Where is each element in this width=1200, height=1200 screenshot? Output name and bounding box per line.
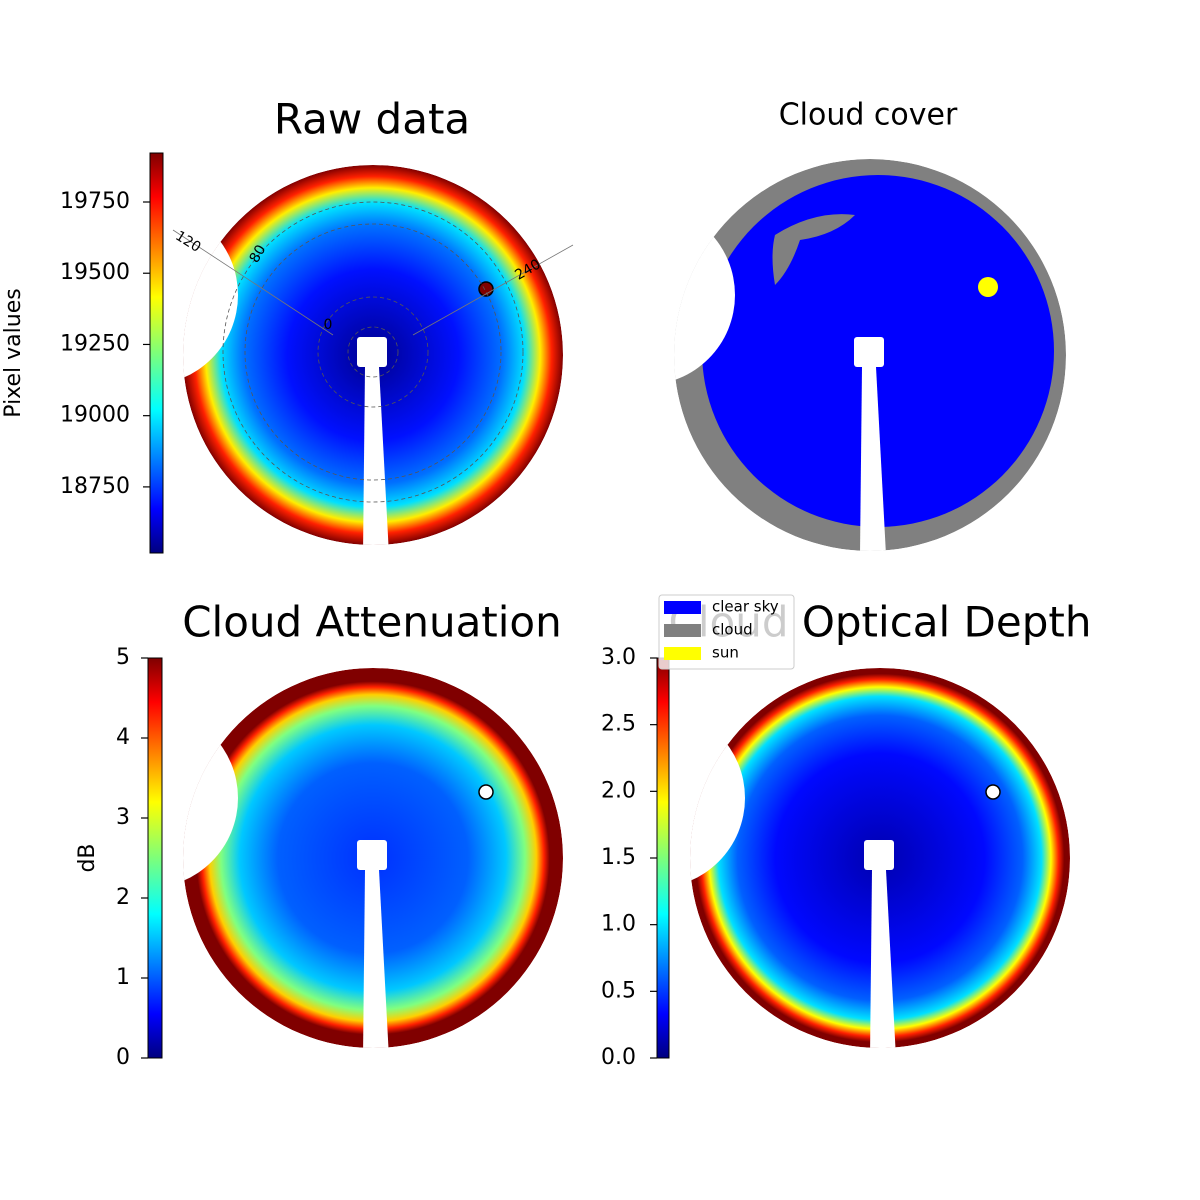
tick-label: 19000: [60, 403, 130, 428]
legend-label: clear sky: [712, 598, 779, 616]
polar-ray: [412, 244, 574, 336]
mast: [363, 367, 389, 545]
polar-circle: [222, 201, 524, 503]
mast-top: [357, 337, 387, 367]
cloud-patch: [772, 214, 855, 285]
polar-label: 80: [247, 242, 270, 265]
sun-spot: [985, 784, 1001, 800]
polar-ray: [172, 229, 334, 336]
polar-circle: [244, 223, 502, 481]
sky-image: [690, 668, 1070, 1048]
polar-circle: [347, 326, 399, 378]
horizon-bite: [183, 205, 238, 385]
horizon-bite: [690, 708, 745, 888]
colorbar-label: dB: [75, 843, 100, 872]
sky-image: [674, 159, 1066, 551]
tick-label: 3.0: [601, 645, 636, 670]
panel-title: Raw data: [274, 95, 470, 144]
polar-grid: [172, 201, 574, 503]
tick-label: 18750: [60, 474, 130, 499]
tick-label: 0.5: [601, 978, 636, 1003]
panel-title: Cloud cover: [779, 98, 958, 133]
mast: [363, 870, 389, 1048]
legend-label: sun: [712, 644, 739, 662]
tick-label: 2.0: [601, 778, 636, 803]
mast: [870, 870, 896, 1048]
sky-image: [183, 668, 563, 1048]
colorbar: [656, 657, 670, 1059]
tick-label: 1: [116, 965, 130, 990]
tick-label: 0.0: [601, 1045, 636, 1070]
legend-patch: [664, 647, 701, 660]
tick-label: 3: [116, 805, 130, 830]
tick-label: 4: [116, 725, 130, 750]
legend-patch: [664, 601, 701, 614]
tick-label: 19250: [60, 331, 130, 356]
colorbar: [149, 152, 164, 554]
sun-disk: [978, 277, 998, 297]
sun-spot: [478, 281, 494, 297]
tick-label: 19500: [60, 260, 130, 285]
mast: [860, 367, 886, 551]
sky-image: [183, 165, 563, 545]
horizon-bite: [674, 205, 735, 385]
mast-top: [854, 337, 884, 367]
polar-label: 0: [324, 317, 333, 333]
panel-title: Cloud Attenuation: [182, 598, 562, 647]
polar-circle: [317, 296, 429, 408]
tick-label: 5: [116, 645, 130, 670]
sun-spot: [478, 784, 494, 800]
mast-top: [864, 840, 894, 870]
colorbar-label: Pixel values: [1, 288, 26, 417]
legend-label: cloud: [712, 621, 753, 639]
tick-label: 2.5: [601, 712, 636, 737]
legend-patch: [664, 624, 701, 637]
mast-top: [357, 840, 387, 870]
tick-label: 0: [116, 1045, 130, 1070]
tick-label: 1.5: [601, 845, 636, 870]
tick-label: 1.0: [601, 912, 636, 937]
tick-label: 19750: [60, 189, 130, 214]
colorbar: [147, 657, 163, 1059]
tick-label: 2: [116, 885, 130, 910]
